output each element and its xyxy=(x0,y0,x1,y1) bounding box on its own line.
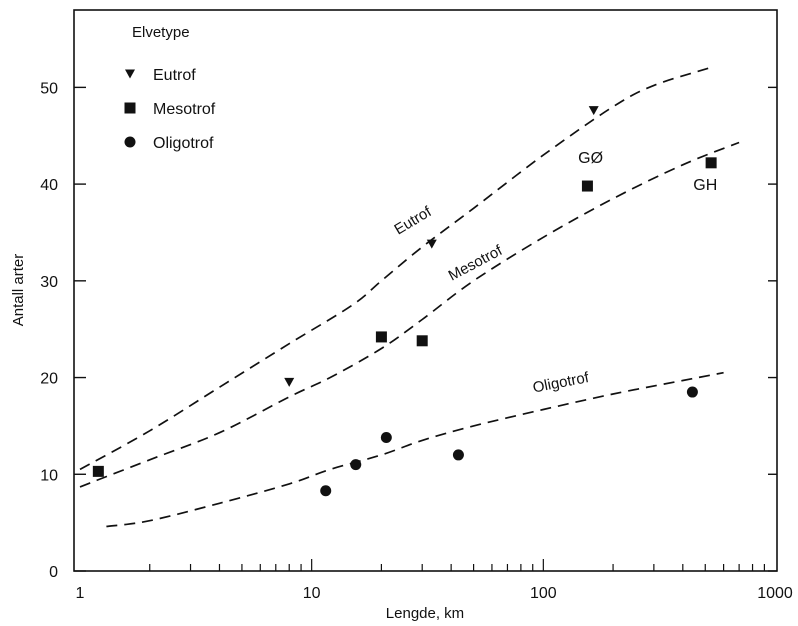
curve-oligotrof xyxy=(106,371,724,528)
data-points xyxy=(92,106,717,497)
y-tick-label: 30 xyxy=(40,274,58,291)
point-mesotrof xyxy=(416,335,428,347)
point-oligotrof xyxy=(686,386,698,398)
y-tick-label: 20 xyxy=(40,371,58,388)
legend: Elvetype Eutrof Mesotrof Oligotrof xyxy=(124,24,216,152)
legend-title: Elvetype xyxy=(132,24,190,41)
legend-label-mesotrof: Mesotrof xyxy=(153,101,216,118)
legend-marker-eutrof xyxy=(125,69,135,79)
point-mesotrof xyxy=(581,180,593,192)
axis-ticks: 0 10 20 30 40 50 1 10 100 1000 xyxy=(40,80,793,602)
point-eutrof xyxy=(426,239,437,249)
point-mesotrof xyxy=(375,331,387,343)
legend-marker-mesotrof xyxy=(124,102,136,114)
fitted-curves xyxy=(79,67,740,528)
point-annotations: GØ GH xyxy=(578,150,717,194)
y-axis-label: Antall arter xyxy=(10,254,27,327)
point-oligotrof xyxy=(452,449,464,461)
y-tick-label: 40 xyxy=(40,177,58,194)
point-mesotrof xyxy=(92,465,104,477)
x-tick-label: 1 xyxy=(76,585,85,602)
curve-label-eutrof: Eutrof xyxy=(391,203,435,239)
legend-marker-oligotrof xyxy=(124,136,136,148)
x-tick-label: 1000 xyxy=(757,585,793,602)
x-tick-label: 100 xyxy=(530,585,557,602)
y-tick-label: 50 xyxy=(40,80,58,97)
point-oligotrof xyxy=(350,459,362,471)
annotation-gø: GØ xyxy=(578,150,603,167)
point-oligotrof xyxy=(380,432,392,444)
curve-mesotrof xyxy=(79,141,740,488)
y-tick-label: 0 xyxy=(49,564,58,581)
curve-label-oligotrof: Oligotrof xyxy=(531,369,591,397)
curve-label-mesotrof: Mesotrof xyxy=(446,242,506,285)
point-mesotrof xyxy=(705,157,717,169)
point-eutrof xyxy=(588,106,599,116)
legend-label-eutrof: Eutrof xyxy=(153,67,196,84)
y-tick-label: 10 xyxy=(40,467,58,484)
legend-label-oligotrof: Oligotrof xyxy=(153,135,214,152)
x-tick-label: 10 xyxy=(303,585,321,602)
point-oligotrof xyxy=(320,485,332,497)
curve-labels: Eutrof Mesotrof Oligotrof xyxy=(391,203,591,397)
curve-eutrof xyxy=(79,67,710,471)
point-eutrof xyxy=(284,377,295,387)
x-axis-label: Lengde, km xyxy=(386,605,464,622)
plot-frame xyxy=(73,9,778,572)
annotation-gh: GH xyxy=(693,177,717,194)
